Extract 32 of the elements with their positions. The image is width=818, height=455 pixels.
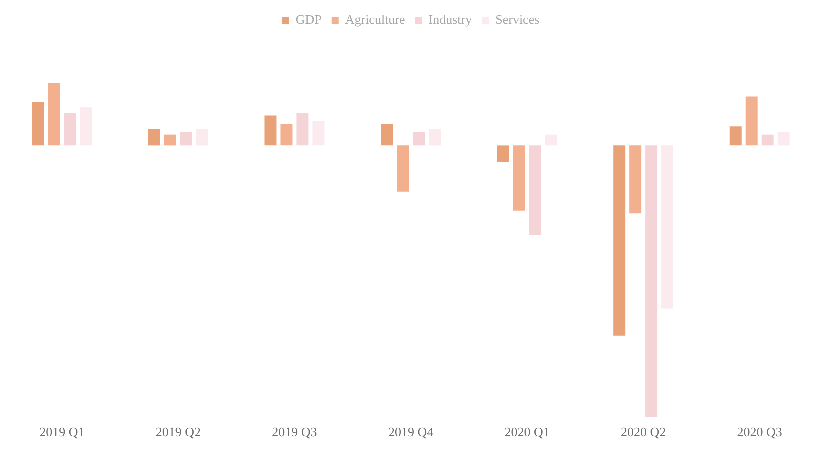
bar	[296, 113, 309, 146]
bar	[280, 124, 293, 146]
bar	[381, 124, 394, 146]
x-tick-label: 2020 Q3	[737, 424, 782, 440]
bar	[32, 102, 44, 146]
bar	[413, 132, 425, 146]
x-tick-label: 2020 Q1	[504, 424, 550, 440]
x-tick-label: 2019 Q4	[388, 424, 434, 440]
bar	[497, 146, 510, 162]
x-tick-label: 2019 Q1	[40, 424, 85, 440]
bar	[513, 146, 526, 211]
bar	[48, 83, 60, 146]
x-tick-label: 2019 Q3	[272, 424, 318, 440]
bar	[730, 126, 742, 146]
bar	[646, 146, 658, 418]
legend-label: Industry	[428, 12, 473, 27]
legend-label: GDP	[296, 12, 322, 27]
bar	[762, 134, 774, 146]
bar	[397, 146, 409, 192]
x-tick-label: 2019 Q2	[156, 424, 201, 440]
bar	[164, 134, 176, 146]
bar	[630, 146, 642, 214]
legend-label: Services	[496, 12, 540, 27]
bar	[180, 132, 192, 146]
bar	[64, 113, 76, 146]
legend-label: Agriculture	[345, 12, 406, 27]
bar	[529, 146, 542, 236]
bar	[746, 96, 758, 146]
bar	[148, 129, 160, 146]
x-tick-label: 2020 Q2	[621, 424, 666, 440]
bar	[264, 116, 277, 146]
bar	[614, 146, 626, 336]
